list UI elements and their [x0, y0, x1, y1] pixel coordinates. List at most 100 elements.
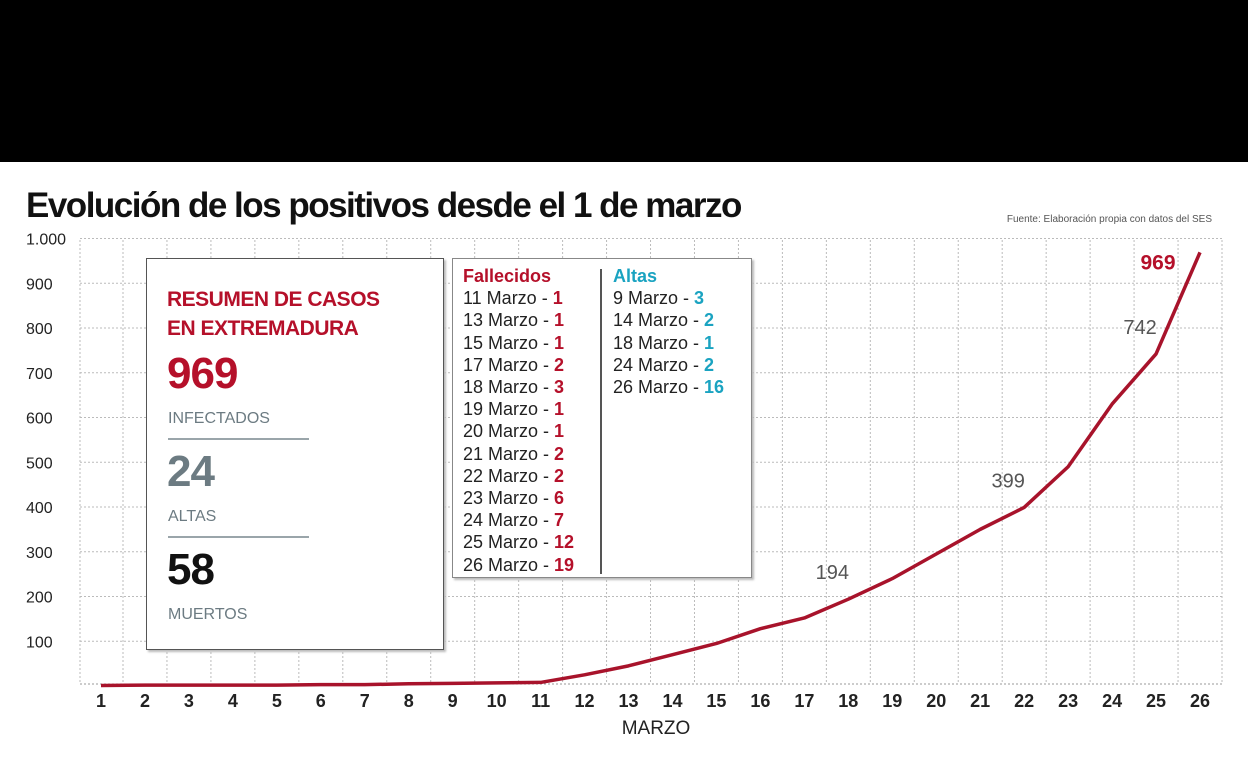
item-date: 19 Marzo -: [463, 399, 555, 420]
fallecidos-item: 19 Marzo - 1: [463, 398, 574, 420]
item-date: 11 Marzo -: [463, 288, 553, 309]
item-date: 18 Marzo -: [613, 332, 705, 353]
item-date: 24 Marzo -: [463, 510, 555, 531]
x-tick-label: 3: [184, 691, 194, 711]
column-divider: [600, 269, 602, 574]
daily-list-box: Fallecidos 11 Marzo - 1 13 Marzo - 1 15 Ma…: [452, 258, 752, 578]
x-tick-label: 26: [1190, 691, 1210, 711]
fallecidos-item: 25 Marzo - 12: [463, 531, 574, 553]
item-date: 20 Marzo -: [463, 421, 555, 442]
deaths-label: MUERTOS: [168, 606, 248, 623]
fallecidos-item: 24 Marzo - 7: [463, 509, 574, 531]
item-date: 25 Marzo -: [463, 532, 555, 553]
item-date: 9 Marzo -: [613, 288, 695, 309]
infected-label: INFECTADOS: [168, 410, 270, 427]
x-tick-label: 16: [750, 691, 770, 711]
item-date: 15 Marzo -: [463, 332, 555, 353]
item-count: 1: [704, 332, 715, 353]
x-tick-label: 11: [531, 691, 550, 711]
item-count: 1: [554, 310, 565, 331]
x-tick-label: 17: [794, 691, 814, 711]
y-tick-label: 200: [26, 590, 53, 607]
fallecidos-item: 22 Marzo - 2: [463, 465, 574, 487]
altas-item: 24 Marzo - 2: [613, 354, 724, 376]
recovered-label: ALTAS: [168, 508, 217, 525]
item-date: 23 Marzo -: [463, 488, 555, 509]
y-tick-label: 400: [26, 500, 53, 517]
x-tick-label: 20: [926, 691, 946, 711]
item-count: 12: [554, 532, 575, 553]
item-date: 24 Marzo -: [613, 354, 705, 375]
fallecidos-list: Fallecidos 11 Marzo - 1 13 Marzo - 1 15 Ma…: [463, 265, 574, 576]
x-tick-label: 22: [1014, 691, 1034, 711]
item-count: 2: [704, 310, 715, 331]
item-count: 1: [552, 288, 563, 309]
item-count: 7: [554, 510, 565, 531]
x-tick-label: 19: [882, 691, 902, 711]
x-tick-label: 2: [140, 691, 150, 711]
y-tick-label: 300: [26, 545, 53, 562]
deaths-count: 58: [167, 545, 215, 594]
item-count: 2: [554, 443, 565, 464]
item-count: 19: [554, 554, 575, 575]
item-date: 14 Marzo -: [613, 310, 705, 331]
chart-title: Evolución de los positivos desde el 1 de…: [26, 186, 742, 225]
fallecidos-item: 26 Marzo - 19: [463, 554, 574, 576]
item-date: 26 Marzo -: [463, 554, 555, 575]
altas-item: 9 Marzo - 3: [613, 287, 724, 309]
item-date: 21 Marzo -: [463, 443, 555, 464]
fallecidos-item: 18 Marzo - 3: [463, 376, 574, 398]
item-count: 3: [694, 288, 705, 309]
x-tick-label: 7: [360, 691, 370, 711]
fallecidos-item: 20 Marzo - 1: [463, 420, 574, 442]
x-tick-label: 15: [706, 691, 726, 711]
data-label: 399: [991, 470, 1024, 492]
item-count: 3: [554, 377, 565, 398]
data-label: 194: [816, 562, 849, 584]
fallecidos-title: Fallecidos: [463, 266, 552, 286]
x-tick-label: 8: [404, 691, 414, 711]
y-tick-label: 500: [26, 455, 53, 472]
item-count: 1: [554, 399, 565, 420]
item-count: 16: [704, 377, 725, 398]
item-count: 6: [554, 488, 565, 509]
x-tick-label: 21: [970, 691, 990, 711]
item-date: 18 Marzo -: [463, 377, 555, 398]
item-count: 2: [554, 465, 565, 486]
summary-box: RESUMEN DE CASOS EN EXTREMADURA 969 INFE…: [146, 258, 444, 650]
item-date: 17 Marzo -: [463, 354, 555, 375]
x-tick-label: 1: [96, 691, 106, 711]
fallecidos-item: 17 Marzo - 2: [463, 354, 574, 376]
recovered-count: 24: [167, 447, 215, 496]
x-tick-label: 10: [487, 691, 507, 711]
altas-item: 18 Marzo - 1: [613, 332, 724, 354]
fallecidos-item: 13 Marzo - 1: [463, 309, 574, 331]
summary-heading-line1: RESUMEN DE CASOS: [167, 288, 380, 311]
x-tick-label: 6: [316, 691, 326, 711]
x-tick-label: 4: [228, 691, 238, 711]
altas-list: Altas 9 Marzo - 3 14 Marzo - 2 18 Marzo - …: [613, 265, 724, 398]
item-count: 2: [704, 354, 715, 375]
divider: [168, 438, 309, 440]
fallecidos-item: 21 Marzo - 2: [463, 443, 574, 465]
x-tick-label: 18: [838, 691, 858, 711]
y-tick-label: 1.000: [26, 232, 66, 249]
x-tick-label: 12: [575, 691, 595, 711]
x-tick-label: 5: [272, 691, 282, 711]
y-tick-label: 100: [26, 634, 53, 651]
summary-heading-line2: EN EXTREMADURA: [167, 317, 359, 340]
x-tick-label: 14: [662, 691, 682, 711]
series-line-positivos: [100, 251, 1202, 688]
y-tick-label: 900: [26, 276, 53, 293]
x-axis-label: MARZO: [622, 718, 691, 739]
item-date: 22 Marzo -: [463, 465, 555, 486]
altas-item: 26 Marzo - 16: [613, 376, 724, 398]
fallecidos-item: 11 Marzo - 1: [463, 287, 574, 309]
x-tick-label: 25: [1146, 691, 1166, 711]
top-black-band: [0, 0, 1248, 162]
item-date: 13 Marzo -: [463, 310, 555, 331]
x-tick-label: 13: [619, 691, 639, 711]
altas-title: Altas: [613, 266, 658, 286]
x-tick-label: 23: [1058, 691, 1078, 711]
altas-item: 14 Marzo - 2: [613, 309, 724, 331]
